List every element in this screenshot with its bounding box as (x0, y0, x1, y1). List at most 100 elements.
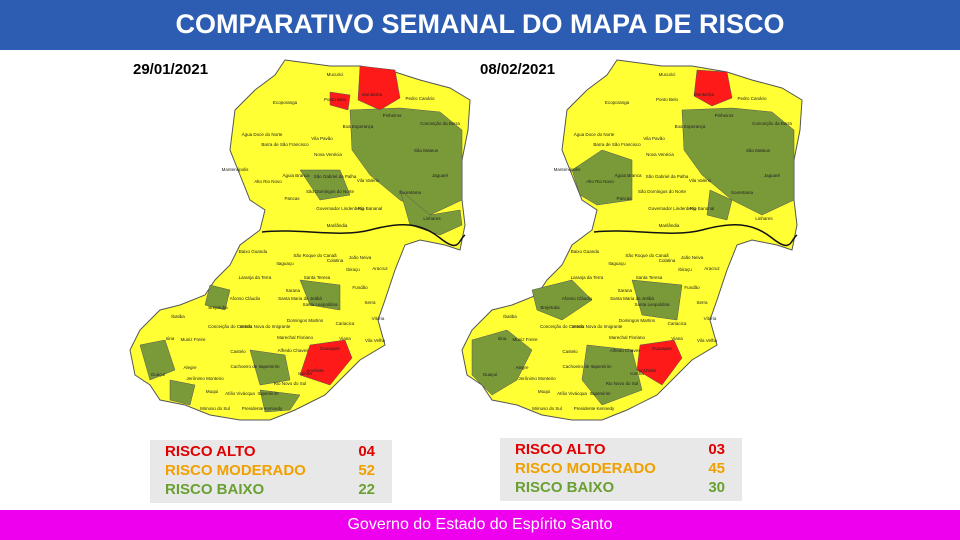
municipality-label: Itapemirim (257, 391, 278, 396)
municipality-label: Jaguaré (764, 173, 781, 178)
municipality-label: Jerônimo Monteiro (518, 376, 556, 381)
low-risk-area (299, 279, 341, 311)
municipality-label: Atílio Vivácqua (557, 391, 587, 396)
municipality-label: Pinheiros (715, 113, 735, 118)
municipality-label: Pinheiros (383, 113, 403, 118)
municipality-label: São Domingos do Norte (638, 189, 687, 194)
municipality-label: Muqui (538, 389, 550, 394)
municipality-label: Conceição do Castelo (540, 324, 585, 329)
municipality-label: Laranja da Terra (239, 275, 272, 280)
municipality-label: Iconha (298, 371, 312, 376)
low-risk-area (471, 329, 533, 396)
low-risk-area (581, 344, 643, 406)
municipality-label: Governador Lindenberg (316, 206, 364, 211)
municipality-label: Vitória (372, 316, 385, 321)
municipality-label: Guaçuí (151, 372, 166, 377)
municipality-label: Itaguaçu (276, 261, 294, 266)
municipality-label: Mantenópolis (222, 167, 250, 172)
municipality-label: Pancas (616, 196, 632, 201)
legend-label: RISCO ALTO (165, 443, 256, 460)
municipality-label: Alfredo Chaves (610, 348, 642, 353)
municipality-label: Muniz Freire (512, 337, 538, 342)
municipality-label: Alto Rio Novo (254, 179, 282, 184)
municipality-label: Águia Branca (614, 172, 642, 178)
legend-count: 30 (708, 479, 725, 496)
municipality-label: Ecoporanga (273, 100, 298, 105)
municipality-label: Santa Leopoldina (302, 302, 338, 307)
map-panel: Mucurici Montanha Pedro Canário Ecoporanga P… (461, 59, 803, 421)
municipality-label: Santa Maria de Jetibá (610, 296, 654, 301)
low-risk-area (249, 349, 291, 386)
municipality-label: Conceição da Barra (752, 121, 792, 126)
municipality-label: Santa Teresa (304, 275, 331, 280)
map-panel: Mucurici Montanha Pedro Canário Ecoporanga P… (129, 59, 471, 421)
legend-label: RISCO BAIXO (165, 481, 265, 498)
low-risk-area (706, 189, 733, 221)
municipality-label: Colatina (659, 258, 676, 263)
municipality-label: São Gabriel da Palha (314, 174, 357, 179)
municipality-label: Laranja da Terra (571, 275, 604, 280)
municipality-label: Conceição do Castelo (208, 324, 253, 329)
municipality-label: Santa Teresa (636, 275, 663, 280)
municipality-label: Afonso Cláudio (562, 296, 593, 301)
municipality-label: Presidente Kennedy (574, 406, 615, 411)
municipality-label: Aracruz (372, 266, 388, 271)
municipality-label: Guarapari (652, 346, 672, 351)
municipality-label: Serra (364, 300, 376, 305)
municipality-label: Governador Lindenberg (648, 206, 696, 211)
high-risk-area (357, 65, 401, 111)
municipality-label: Guaçuí (483, 372, 498, 377)
municipality-label: Muniz Freire (180, 337, 206, 342)
legend-count: 52 (358, 462, 375, 479)
municipality-label: João Neiva (681, 255, 704, 260)
municipality-label: Fundão (352, 285, 368, 290)
municipality-label: Água Doce do Norte (574, 131, 615, 137)
municipality-label: Iconha (630, 371, 644, 376)
municipality-label: Nova Venécia (646, 152, 674, 157)
municipality-label: Ecoporanga (605, 100, 630, 105)
municipality-label: Baixo Guandu (571, 249, 600, 254)
municipality-label: Iúna (498, 336, 507, 341)
municipality-label: Anchieta (306, 368, 324, 373)
municipality-label: Vitória (704, 316, 717, 321)
municipality-label: Vila Pavão (311, 136, 333, 141)
maps: Mucurici Montanha Pedro Canário Ecoporanga P… (129, 59, 803, 503)
legend-count: 03 (708, 441, 725, 458)
municipality-label: Castelo (562, 349, 578, 354)
high-risk-area (693, 69, 733, 107)
municipality-label: Vila Pavão (643, 136, 665, 141)
municipality-label: Muqui (206, 389, 218, 394)
municipality-label: Linhares (755, 216, 773, 221)
low-risk-area (681, 107, 795, 216)
municipality-label: Cachoeiro de Itapemirim (562, 364, 611, 369)
municipality-label: São Mateus (746, 148, 771, 153)
municipality-label: Marechal Floriano (609, 335, 646, 340)
municipality-label: Ibiraçu (678, 267, 692, 272)
municipality-label: Atílio Vivácqua (225, 391, 255, 396)
municipality-label: Mantenópolis (554, 167, 582, 172)
municipality-label: Vila Valério (357, 178, 380, 183)
municipality-label: Venda Nova do Imigrante (240, 324, 291, 329)
municipality-label: Venda Nova do Imigrante (572, 324, 623, 329)
legend-count: 45 (708, 460, 725, 477)
municipality-label: Pancas (284, 196, 300, 201)
river (593, 224, 798, 247)
municipality-label: Baixo Guandu (239, 249, 268, 254)
date: 08/02/2021 (480, 61, 555, 78)
municipality-label: Águia Branca (282, 172, 310, 178)
date: 29/01/2021 (133, 61, 208, 78)
municipality-label: Ibiraçu (346, 267, 360, 272)
legend-label: RISCO ALTO (515, 441, 606, 458)
high-risk-area (299, 339, 353, 386)
municipality-label: Rio Bananal (690, 206, 715, 211)
municipality-label: Santa Maria de Jetibá (278, 296, 322, 301)
municipality-label: São Roque do Canaã (625, 253, 669, 258)
municipality-label: Alegre (183, 365, 197, 370)
municipality-label: Vila Valério (689, 178, 712, 183)
municipality-label: Montanha (694, 92, 715, 97)
low-risk-area (299, 169, 351, 201)
municipality-label: Marilândia (659, 223, 680, 228)
municipality-label: Alto Rio Novo (586, 179, 614, 184)
municipality-label: Castelo (230, 349, 246, 354)
municipality-label: Viana (339, 336, 351, 341)
